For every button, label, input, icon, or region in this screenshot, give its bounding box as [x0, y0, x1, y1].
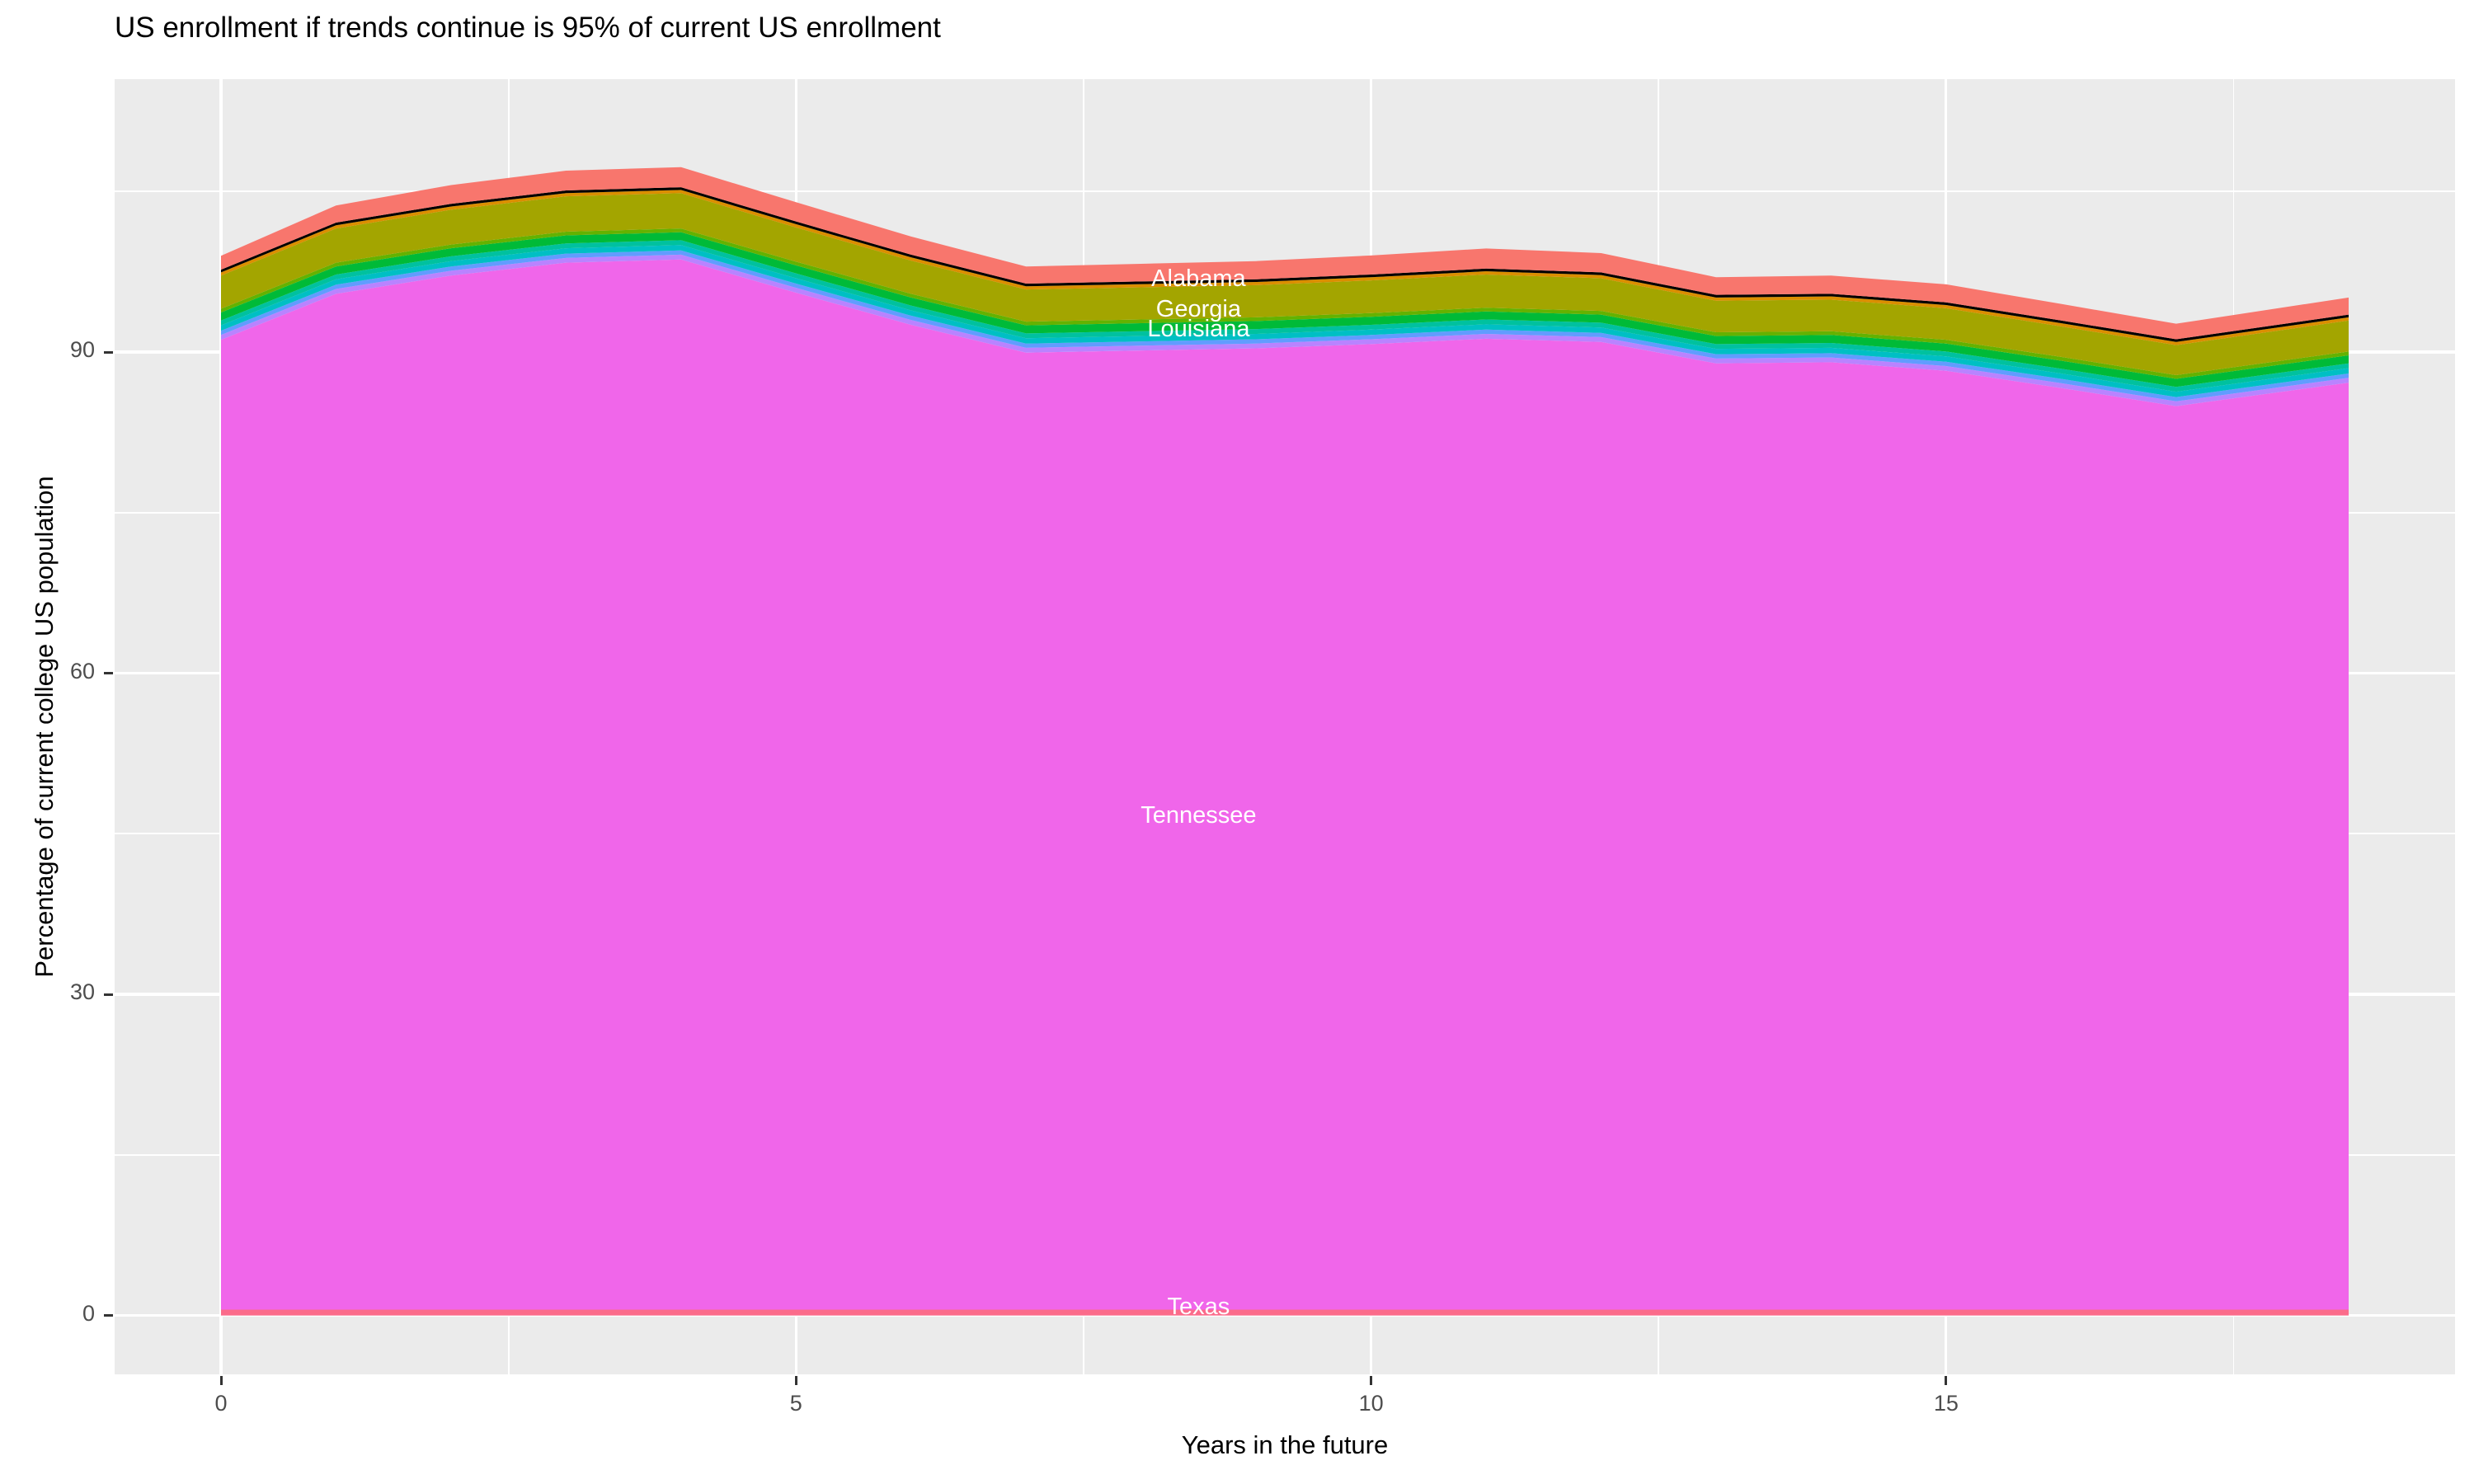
x-tick-label-15: 15: [1933, 1391, 1959, 1416]
area-series-texas: [221, 1309, 2349, 1316]
x-tick-label-10: 10: [1358, 1391, 1384, 1416]
y-tick-label-30: 30: [69, 979, 95, 1005]
area-series-alabama: [221, 167, 2349, 340]
y-tick-mark: [104, 1314, 113, 1317]
gridline-x-major: [219, 79, 223, 1374]
x-tick-label-5: 5: [789, 1391, 802, 1416]
y-tick-mark: [104, 993, 113, 996]
y-tick-label-90: 90: [69, 337, 95, 363]
x-tick-mark: [219, 1376, 223, 1385]
y-tick-mark: [104, 350, 113, 354]
x-tick-mark: [1370, 1376, 1373, 1385]
y-tick-label-0: 0: [82, 1300, 95, 1326]
page-title: US enrollment if trends continue is 95% …: [115, 12, 941, 44]
area-series-georgia: [221, 193, 2349, 375]
x-tick-mark: [794, 1376, 797, 1385]
y-tick-label-60: 60: [69, 658, 95, 683]
gridline-y-minor: [115, 190, 2455, 193]
stacked-area-series: [221, 167, 2349, 1316]
x-tick-mark: [1945, 1376, 1948, 1385]
y-tick-mark: [104, 672, 113, 675]
x-tick-label-0: 0: [214, 1391, 228, 1416]
plot-panel: [115, 79, 2455, 1374]
x-axis-title: Years in the future: [1181, 1430, 1389, 1459]
y-axis-title: Percentage of current college US populat…: [30, 476, 59, 978]
area-series-tennessee: [221, 259, 2349, 1310]
